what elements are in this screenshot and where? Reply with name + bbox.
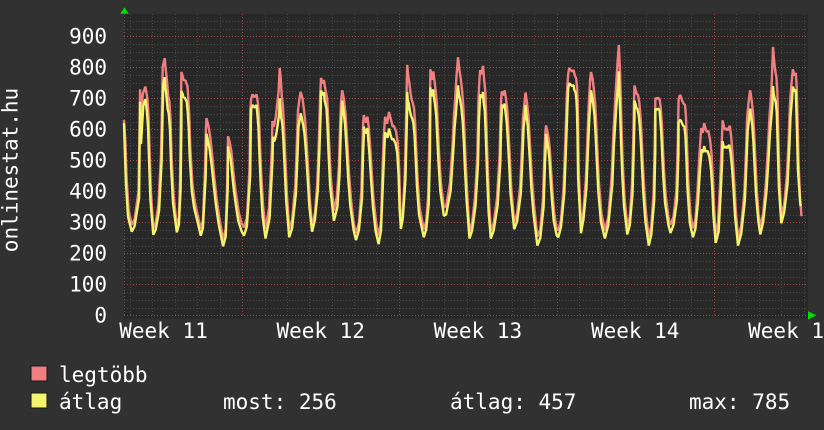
legend: legtöbb átlag most: 256 átlag: 457 max: 785 [30,363,790,414]
y-tick-label: 400 [69,179,107,203]
watermark-vertical-text: onlinestat.hu [0,88,23,252]
x-axis-tick-labels: Week 11 Week 12 Week 13 Week 14 Week 15 [119,319,824,343]
x-tick-label: Week 13 [434,319,523,343]
x-tick-label: Week 11 [119,319,208,343]
stat-most: most: 256 [223,390,337,414]
y-tick-label: 200 [69,241,107,265]
x-tick-label: Week 15 [748,319,824,343]
x-tick-label: Week 12 [276,319,365,343]
y-axis-tick-labels: 900 800 700 600 500 400 300 200 100 0 [69,24,107,327]
y-tick-label: 100 [69,272,107,296]
y-tick-label: 500 [69,148,107,172]
legend-swatch-legtobb [30,365,48,382]
stat-max: max: 785 [689,390,790,414]
y-tick-label: 900 [69,24,107,48]
y-tick-label: 300 [69,210,107,234]
y-tick-label: 800 [69,55,107,79]
legend-label: legtöbb [59,363,148,387]
x-axis-arrow-icon [808,311,817,320]
legend-swatch-atlag [30,392,48,409]
y-tick-label: 700 [69,86,107,110]
y-tick-label: 600 [69,117,107,141]
legend-label: átlag [59,390,122,414]
y-tick-label: 0 [94,303,107,327]
series-line-atlag [122,71,802,247]
stat-atlag: átlag: 457 [450,390,576,414]
x-tick-label: Week 14 [591,319,680,343]
y-axis-arrow-icon [120,7,129,14]
